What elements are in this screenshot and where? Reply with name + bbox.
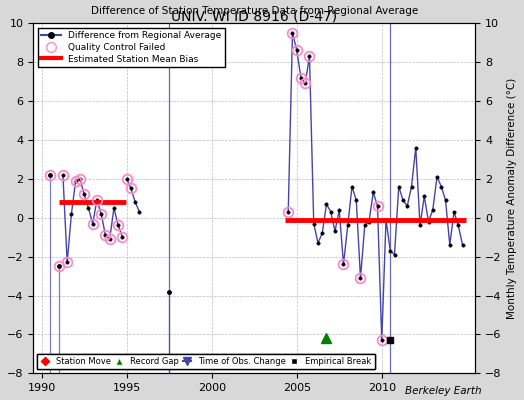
Legend: Station Move, Record Gap, Time of Obs. Change, Empirical Break: Station Move, Record Gap, Time of Obs. C…	[37, 354, 375, 369]
Text: Berkeley Earth: Berkeley Earth	[406, 386, 482, 396]
Text: Difference of Station Temperature Data from Regional Average: Difference of Station Temperature Data f…	[91, 6, 418, 16]
Title: UNIV. WI ID 8916 (D-47): UNIV. WI ID 8916 (D-47)	[171, 9, 337, 23]
Y-axis label: Monthly Temperature Anomaly Difference (°C): Monthly Temperature Anomaly Difference (…	[507, 78, 517, 319]
